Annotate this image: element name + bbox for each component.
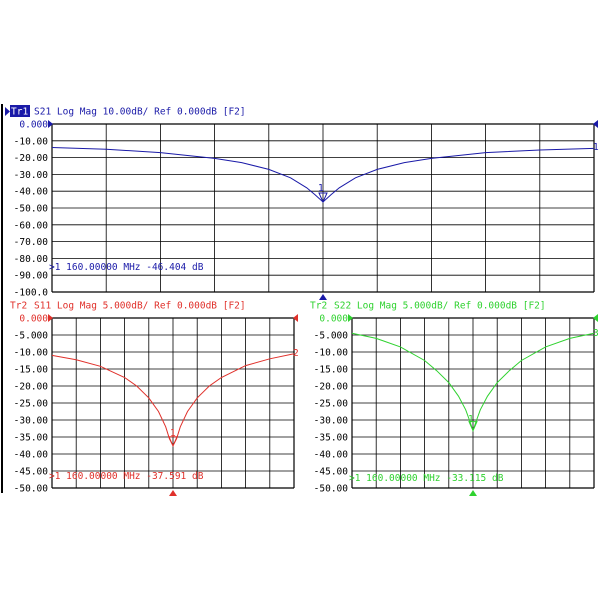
s11-ref-left-icon [48,314,53,322]
s22-ytick-label: -45.00 [314,467,349,478]
s11-ytick-label: -35.00 [14,433,49,444]
s11-plot: 0.000 -5.000 -10.00 -15.00 -20.00 -25.00 -30.0… [14,314,298,496]
s22-header-text: S22 Log Mag 5.000dB/ Ref 0.000dB [F2] [334,301,546,312]
s22-header: Tr2 S22 Log Mag 5.000dB/ Ref 0.000dB [F2… [310,301,546,312]
s22-marker-readout: >1 160.00000 MHz -33.115 dB [349,473,504,484]
s22-ytick-label: 0.000 [319,314,348,325]
s21-marker-readout: >1 160.00000 MHz -46.404 dB [49,262,204,273]
s21-ytick-label: -80.00 [14,254,49,265]
s21-ref-right-icon [593,120,598,128]
s11-ytick-label: -50.00 [14,484,49,495]
s22-ytick-label: -40.00 [314,450,349,461]
tr1-badge-bg [10,105,30,117]
s21-ref-left-icon [48,120,53,128]
s21-marker-point[interactable] [318,192,328,204]
s21-ytick-label: -20.00 [14,153,49,164]
s11-ytick-label: -45.00 [14,467,49,478]
s21-ytick-label: 0.000 [19,120,48,131]
s21-ytick-label: -90.00 [14,271,49,282]
s11-ytick-label: -30.00 [14,416,49,427]
s21-marker-number: 1 [318,183,324,194]
s22-marker-number: 1 [468,414,474,425]
s21-ytick-label: -100.0 [14,288,49,299]
s11-ytick-label: -15.00 [14,365,49,376]
s22-ytick-label: -35.00 [314,433,349,444]
s22-ytick-label: -15.00 [314,365,349,376]
s11-ytick-label: 0.000 [19,314,48,325]
s11-ytick-label: -10.00 [14,348,49,359]
s21-ytick-label: -40.00 [14,187,49,198]
s21-ytick-label: -70.00 [14,237,49,248]
tr1-header-text: S21 Log Mag 10.00dB/ Ref 0.000dB [F2] [34,107,246,118]
s22-ytick-label: -20.00 [314,382,349,393]
tr1-header: Tr1 S21 Log Mag 10.00dB/ Ref 0.000dB [F2… [5,105,246,118]
s22-ref-left-icon [348,314,353,322]
tr1-active-marker-icon [5,107,10,116]
s22-trace-badge[interactable]: Tr2 [310,301,327,312]
s11-header: Tr2 S11 Log Mag 5.000dB/ Ref 0.000dB [F2… [10,301,246,312]
s11-trace-badge[interactable]: Tr2 [10,301,27,312]
tr1-badge[interactable]: Tr1 [11,107,28,118]
s22-ytick-label: -10.00 [314,348,349,359]
s21-stimulus-marker-icon[interactable] [319,294,327,300]
s21-ytick-label: -30.00 [14,170,49,181]
s21-right-trace-label: 1 [593,142,599,153]
s22-ytick-label: -50.00 [314,484,349,495]
s22-ref-right-icon [593,314,598,322]
s11-stimulus-marker-icon[interactable] [169,490,177,496]
s22-stimulus-marker-icon[interactable] [469,490,477,496]
s11-marker-number: 1 [170,428,176,439]
s21-ytick-label: -60.00 [14,220,49,231]
s21-ytick-label: -10.00 [14,136,49,147]
s21-plot: 0.000 -10.00 -20.00 -30.00 -40.00 -50.00 -60.0… [14,120,598,300]
s22-ytick-label: -30.00 [314,416,349,427]
s11-marker-readout: >1 160.00000 MHz -37.591 dB [49,471,204,482]
s11-ytick-label: -25.00 [14,399,49,410]
s11-right-trace-label: 2 [293,348,299,359]
s11-ytick-label: -20.00 [14,382,49,393]
s11-marker-point[interactable] [168,436,178,448]
s11-ref-right-icon [293,314,298,322]
s11-ytick-label: -40.00 [14,450,49,461]
s22-plot: 0.000 -5.000 -10.00 -15.00 -20.00 -25.00 -30.0… [314,314,598,496]
s22-right-trace-label: 3 [593,328,599,339]
s11-ytick-label: -5.000 [14,331,49,342]
s22-ytick-label: -5.000 [314,331,349,342]
s21-ytick-label: -50.00 [14,204,49,215]
s11-header-text: S11 Log Mag 5.000dB/ Ref 0.000dB [F2] [34,301,246,312]
s22-ytick-label: -25.00 [314,399,349,410]
s22-marker-point[interactable] [468,421,478,432]
